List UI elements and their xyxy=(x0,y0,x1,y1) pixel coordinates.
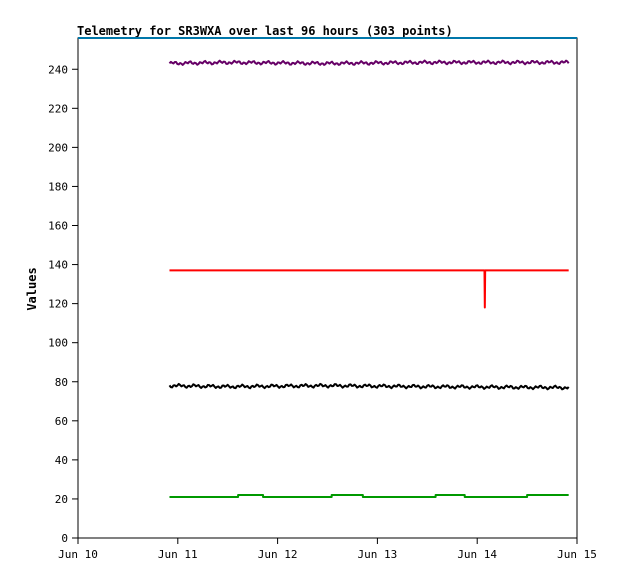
y-tick-label: 140 xyxy=(48,259,68,272)
series-layer xyxy=(78,37,577,498)
y-tick-label: 60 xyxy=(55,415,68,428)
series-line-3 xyxy=(169,494,569,498)
y-axis-label: Values xyxy=(25,267,39,310)
y-tick-label: 200 xyxy=(48,141,68,154)
y-tick-label: 180 xyxy=(48,180,68,193)
x-tick-label: Jun 11 xyxy=(158,548,198,561)
y-tick-label: 80 xyxy=(55,376,68,389)
y-tick-label: 220 xyxy=(48,102,68,115)
y-tick-label: 40 xyxy=(55,454,68,467)
x-axis: Jun 10 Jun 11 Jun 12 Jun 13 Jun 14 Jun 15 xyxy=(58,538,597,561)
chart-title: Telemetry for SR3WXA over last 96 hours … xyxy=(77,24,453,38)
x-tick-label: Jun 13 xyxy=(358,548,398,561)
x-tick-label: Jun 10 xyxy=(58,548,98,561)
y-tick-label: 100 xyxy=(48,337,68,350)
y-tick-label: 120 xyxy=(48,298,68,311)
y-tick-label: 240 xyxy=(48,63,68,76)
y-tick-label: 0 xyxy=(61,532,68,545)
series-line-2 xyxy=(168,382,570,391)
plot-area-frame xyxy=(77,37,578,539)
series-line-1 xyxy=(169,269,569,309)
x-tick-label: Jun 12 xyxy=(258,548,298,561)
series-line-0 xyxy=(168,59,570,66)
x-tick-label: Jun 15 xyxy=(557,548,597,561)
y-tick-label: 20 xyxy=(55,493,68,506)
x-tick-label: Jun 14 xyxy=(457,548,497,561)
y-tick-label: 160 xyxy=(48,220,68,233)
y-axis: 0 20 40 60 80 100 120 140 160 180 200 220 240 xyxy=(48,63,78,545)
